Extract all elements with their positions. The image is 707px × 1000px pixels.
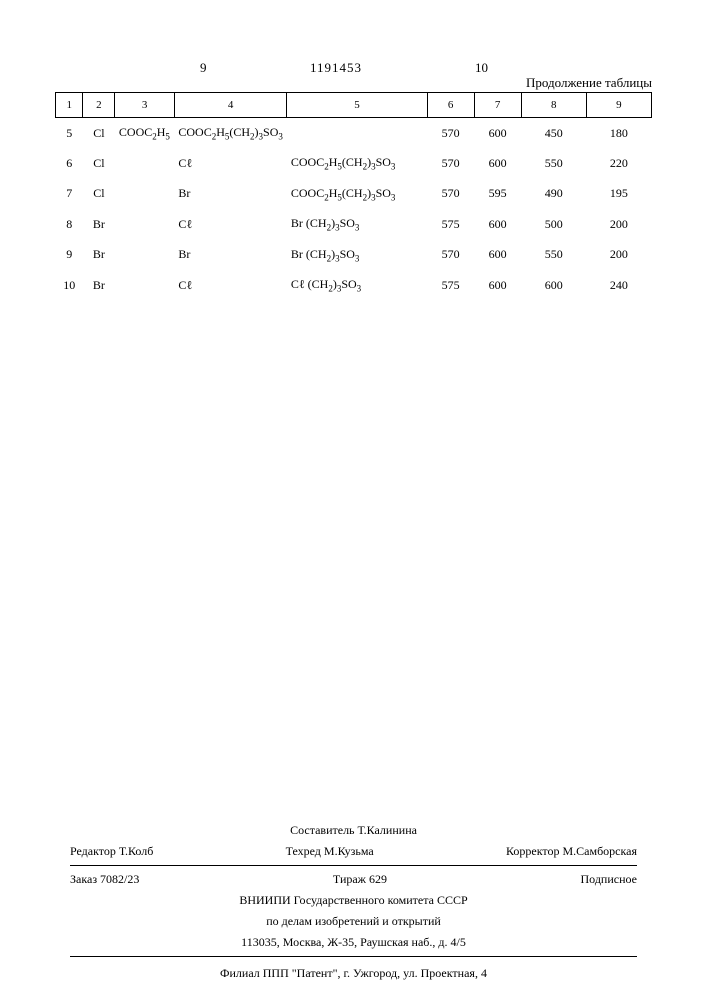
table-cell: 600 [474, 209, 521, 239]
table-cell: 5 [56, 118, 83, 149]
table-cell: 600 [474, 148, 521, 178]
table-cell: Br [83, 209, 115, 239]
table-cell: Cℓ [174, 148, 287, 178]
table-cell: 200 [586, 240, 651, 270]
imprint-footer: Составитель Т.Калинина Редактор Т.Колб Т… [70, 820, 637, 984]
table-cell: 600 [521, 270, 586, 300]
table-cell: 500 [521, 209, 586, 239]
table-cell: 450 [521, 118, 586, 149]
table-cell [115, 179, 174, 209]
table-cell: 9 [56, 240, 83, 270]
table-cell: COOC2H5(CH2)3SO3 [287, 179, 427, 209]
sub-label: Подписное [581, 872, 638, 887]
page-num-right: 10 [475, 60, 488, 76]
table-cell: 200 [586, 209, 651, 239]
credits-row: Редактор Т.Колб Техред М.Кузьма Корректо… [70, 841, 637, 862]
document-number: 1191453 [310, 60, 362, 76]
table-cell: Cl [83, 118, 115, 149]
col-header: 5 [287, 93, 427, 118]
table-cell: Cℓ [174, 270, 287, 300]
compiler-line: Составитель Т.Калинина [70, 820, 637, 841]
col-header: 4 [174, 93, 287, 118]
divider [70, 956, 637, 957]
table-cell: 220 [586, 148, 651, 178]
order-row: Заказ 7082/23 Тираж 629 Подписное [70, 869, 637, 890]
table-cell: 570 [427, 179, 474, 209]
data-table-container: 123456789 5ClCOOC2H5COOC2H5(CH2)3SO35706… [55, 92, 652, 300]
table-cell: Cl [83, 179, 115, 209]
col-header: 1 [56, 93, 83, 118]
table-cell: Br [174, 179, 287, 209]
col-header: 7 [474, 93, 521, 118]
org-line1: ВНИИПИ Государственного комитета СССР [70, 890, 637, 911]
table-cell: Br [83, 240, 115, 270]
divider [70, 865, 637, 866]
table-cell: 195 [586, 179, 651, 209]
table-cell: 180 [586, 118, 651, 149]
org-line2: по делам изобретений и открытий [70, 911, 637, 932]
table-cell: 550 [521, 148, 586, 178]
branch-line: Филиал ППП "Патент", г. Ужгород, ул. Про… [70, 960, 637, 984]
table-cell: 600 [474, 270, 521, 300]
table-cell: 10 [56, 270, 83, 300]
col-header: 2 [83, 93, 115, 118]
table-cell: 240 [586, 270, 651, 300]
table-cell [287, 118, 427, 149]
table-row: 6Cl CℓCOOC2H5(CH2)3SO3570600550220 [56, 148, 652, 178]
table-cell: 6 [56, 148, 83, 178]
table-row: 7Cl BrCOOC2H5(CH2)3SO3570595490195 [56, 179, 652, 209]
table-cell: Cℓ (CH2)3SO3 [287, 270, 427, 300]
table-cell: 570 [427, 118, 474, 149]
table-row: 5ClCOOC2H5COOC2H5(CH2)3SO3 570600450180 [56, 118, 652, 149]
table-cell: 600 [474, 118, 521, 149]
table-cell: COOC2H5 [115, 118, 174, 149]
addr-line: 113035, Москва, Ж-35, Раушская наб., д. … [70, 932, 637, 953]
continuation-label: Продолжение таблицы [526, 75, 652, 91]
table-row: 9BrBrBr (CH2)3SO3570600550200 [56, 240, 652, 270]
techred-label: Техред М.Кузьма [286, 844, 374, 859]
col-header: 3 [115, 93, 174, 118]
col-header: 8 [521, 93, 586, 118]
table-cell [115, 240, 174, 270]
table-cell [115, 148, 174, 178]
table-cell: 570 [427, 148, 474, 178]
col-header: 6 [427, 93, 474, 118]
table-cell: Br (CH2)3SO3 [287, 240, 427, 270]
table-cell: Cℓ [174, 209, 287, 239]
table-row: 10BrCℓCℓ (CH2)3SO3575600600240 [56, 270, 652, 300]
table-cell: 8 [56, 209, 83, 239]
table-cell: 595 [474, 179, 521, 209]
table-cell [115, 209, 174, 239]
table-cell: Br [83, 270, 115, 300]
table-cell: Cl [83, 148, 115, 178]
table-cell: COOC2H5(CH2)3SO3 [287, 148, 427, 178]
table-cell: 570 [427, 240, 474, 270]
editor-label: Редактор Т.Колб [70, 844, 153, 859]
table-cell: COOC2H5(CH2)3SO3 [174, 118, 287, 149]
table-cell: 575 [427, 270, 474, 300]
table-cell: Br (CH2)3SO3 [287, 209, 427, 239]
table-cell [115, 270, 174, 300]
table-row: 8Br CℓBr (CH2)3SO3575600500200 [56, 209, 652, 239]
table-cell: 7 [56, 179, 83, 209]
page-num-left: 9 [200, 60, 207, 76]
table-cell: 575 [427, 209, 474, 239]
tirage-label: Тираж 629 [333, 872, 387, 887]
table-cell: Br [174, 240, 287, 270]
col-header: 9 [586, 93, 651, 118]
corrector-label: Корректор М.Самборская [506, 844, 637, 859]
table-header-row: 123456789 [56, 93, 652, 118]
order-label: Заказ 7082/23 [70, 872, 139, 887]
table-cell: 550 [521, 240, 586, 270]
table-cell: 490 [521, 179, 586, 209]
data-table: 123456789 5ClCOOC2H5COOC2H5(CH2)3SO35706… [55, 92, 652, 300]
table-cell: 600 [474, 240, 521, 270]
